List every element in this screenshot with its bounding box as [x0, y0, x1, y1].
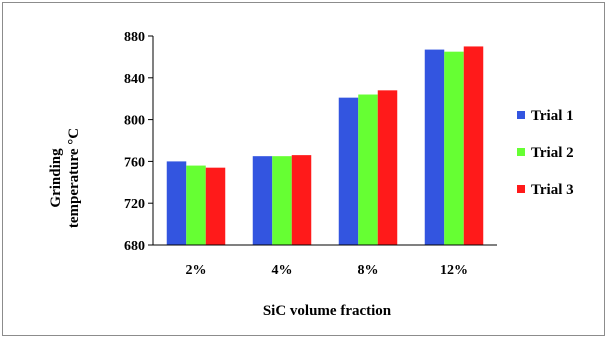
bar-trial-3-3 — [377, 90, 398, 245]
legend-swatch — [517, 148, 525, 156]
y-tick-label: 720 — [124, 197, 145, 212]
y-tick-label: 800 — [124, 114, 145, 129]
legend-label: Trial 1 — [531, 108, 574, 124]
y-tick-label: 680 — [124, 239, 145, 254]
bar-trial-1-4 — [424, 49, 445, 246]
x-tick-label: 2% — [186, 263, 207, 278]
bar-trial-3-4 — [463, 46, 484, 246]
bar-trial-3-1 — [205, 167, 226, 245]
bar-trial-1-1 — [166, 161, 187, 245]
bars-group — [166, 46, 484, 246]
x-tick-label: 8% — [358, 263, 379, 278]
legend-swatch — [517, 185, 525, 193]
y-tick-label: 760 — [124, 155, 145, 170]
x-tick-label: 4% — [272, 263, 293, 278]
x-tick-label: 12% — [440, 263, 468, 278]
y-axis-title-line-2: temperature °C — [66, 128, 82, 228]
legend-label: Trial 2 — [531, 145, 574, 161]
y-axis-title: Grinding temperature °C — [48, 128, 82, 228]
bar-trial-2-4 — [444, 51, 464, 245]
bar-trial-2-2 — [272, 156, 292, 245]
x-ticks-group: 2% 4% 8% 12% — [186, 263, 469, 278]
bar-trial-2-3 — [358, 94, 378, 246]
legend-swatch — [517, 111, 525, 119]
legend-label: Trial 3 — [531, 182, 574, 198]
bar-trial-2-1 — [186, 165, 206, 245]
y-axis-title-line-1: Grinding — [48, 148, 64, 208]
x-axis-title: SiC volume fraction — [263, 303, 392, 319]
y-ticks-group: 680 720 760 800 840 880 — [124, 30, 153, 254]
bar-trial-1-3 — [338, 97, 359, 245]
y-tick-label: 880 — [124, 30, 145, 45]
bar-trial-1-2 — [252, 156, 273, 245]
axes-group — [152, 36, 497, 246]
legend: Trial 1 Trial 2 Trial 3 — [517, 108, 574, 198]
y-tick-label: 840 — [124, 72, 145, 87]
bar-trial-3-2 — [291, 155, 312, 245]
